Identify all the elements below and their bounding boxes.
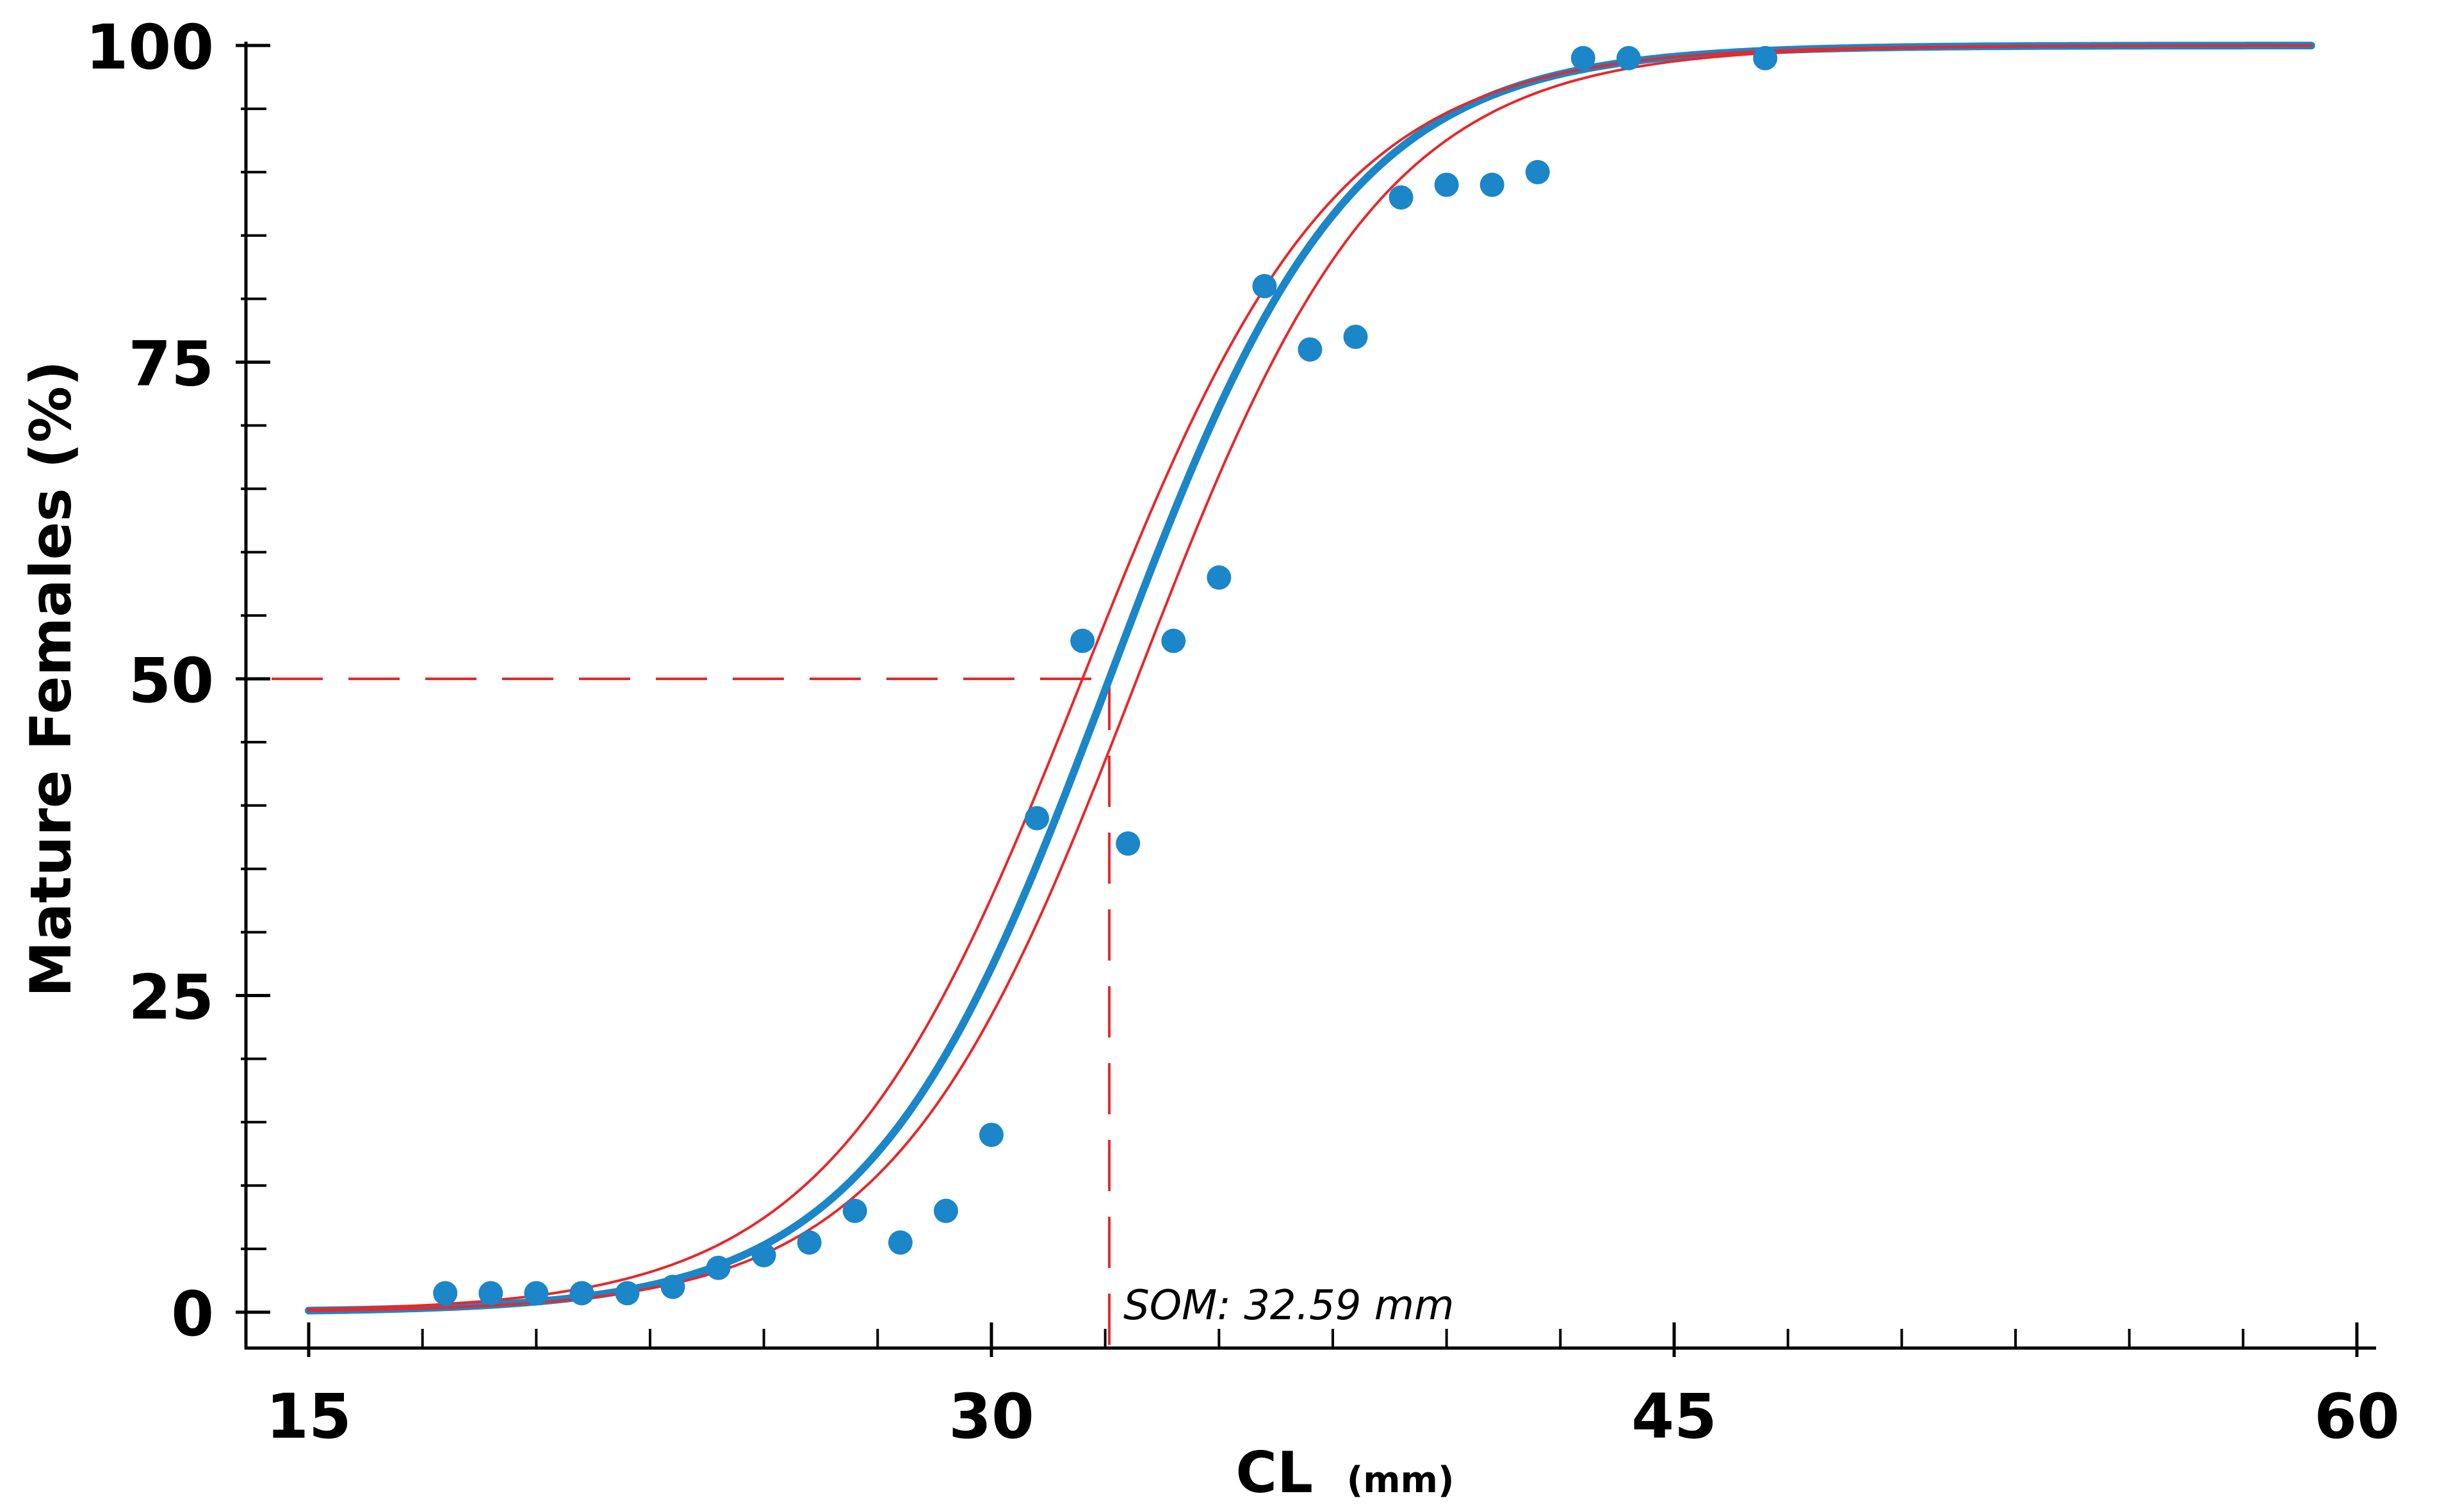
y-axis-title: Mature Females (%) (18, 361, 84, 997)
axis-ticks: 0 25 50 75 100 15 30 45 60 (86, 12, 2400, 1452)
x-tick-label: 15 (266, 1381, 352, 1452)
lower-ci-curve (307, 44, 2313, 1312)
data-point (888, 1230, 913, 1255)
data-point (706, 1255, 731, 1280)
data-point (1116, 831, 1141, 856)
data-points (433, 45, 1778, 1306)
data-point (933, 1198, 958, 1223)
data-point (797, 1230, 822, 1255)
data-point (842, 1198, 867, 1223)
y-tick-label: 0 (171, 1278, 214, 1350)
data-point (1070, 628, 1095, 653)
data-point (1570, 45, 1595, 70)
data-point (569, 1281, 594, 1306)
data-point (433, 1281, 458, 1306)
axes (244, 42, 2376, 1350)
data-point (615, 1281, 640, 1306)
data-point (1161, 628, 1186, 653)
upper-ci-curve (307, 44, 2313, 1311)
y-tick-label: 75 (128, 329, 214, 400)
reference-lines (272, 678, 1111, 1348)
y-tick-label: 25 (128, 962, 214, 1034)
data-point (979, 1123, 1004, 1148)
axis-labels: CL (mm) Mature Females (%) SOM: 32.59 mm (18, 361, 1454, 1506)
y-tick-label: 50 (128, 645, 214, 717)
data-point (1298, 337, 1323, 362)
x-tick-label: 60 (2314, 1381, 2400, 1452)
data-point (524, 1281, 549, 1306)
x-axis-title: CL (mm) (1235, 1440, 1454, 1506)
data-point (1479, 172, 1504, 197)
x-axis-title-text: CL (1235, 1440, 1313, 1506)
data-point (751, 1242, 776, 1267)
x-axis-unit: (mm) (1347, 1459, 1454, 1501)
data-point (478, 1281, 503, 1306)
y-tick-label: 100 (86, 12, 214, 83)
data-point (1252, 273, 1277, 298)
data-point (1616, 45, 1641, 70)
data-point (1434, 172, 1459, 197)
fit-curves (305, 42, 2315, 1315)
data-point (1343, 324, 1368, 349)
x-tick-label: 45 (1631, 1381, 1717, 1452)
data-point (660, 1274, 685, 1299)
data-point (1207, 565, 1232, 590)
som-annotation: SOM: 32.59 mm (1123, 1282, 1454, 1329)
data-point (1389, 185, 1413, 210)
data-point (1025, 806, 1050, 831)
data-point (1525, 159, 1550, 184)
x-tick-label: 30 (949, 1381, 1034, 1452)
data-point (1753, 45, 1778, 70)
